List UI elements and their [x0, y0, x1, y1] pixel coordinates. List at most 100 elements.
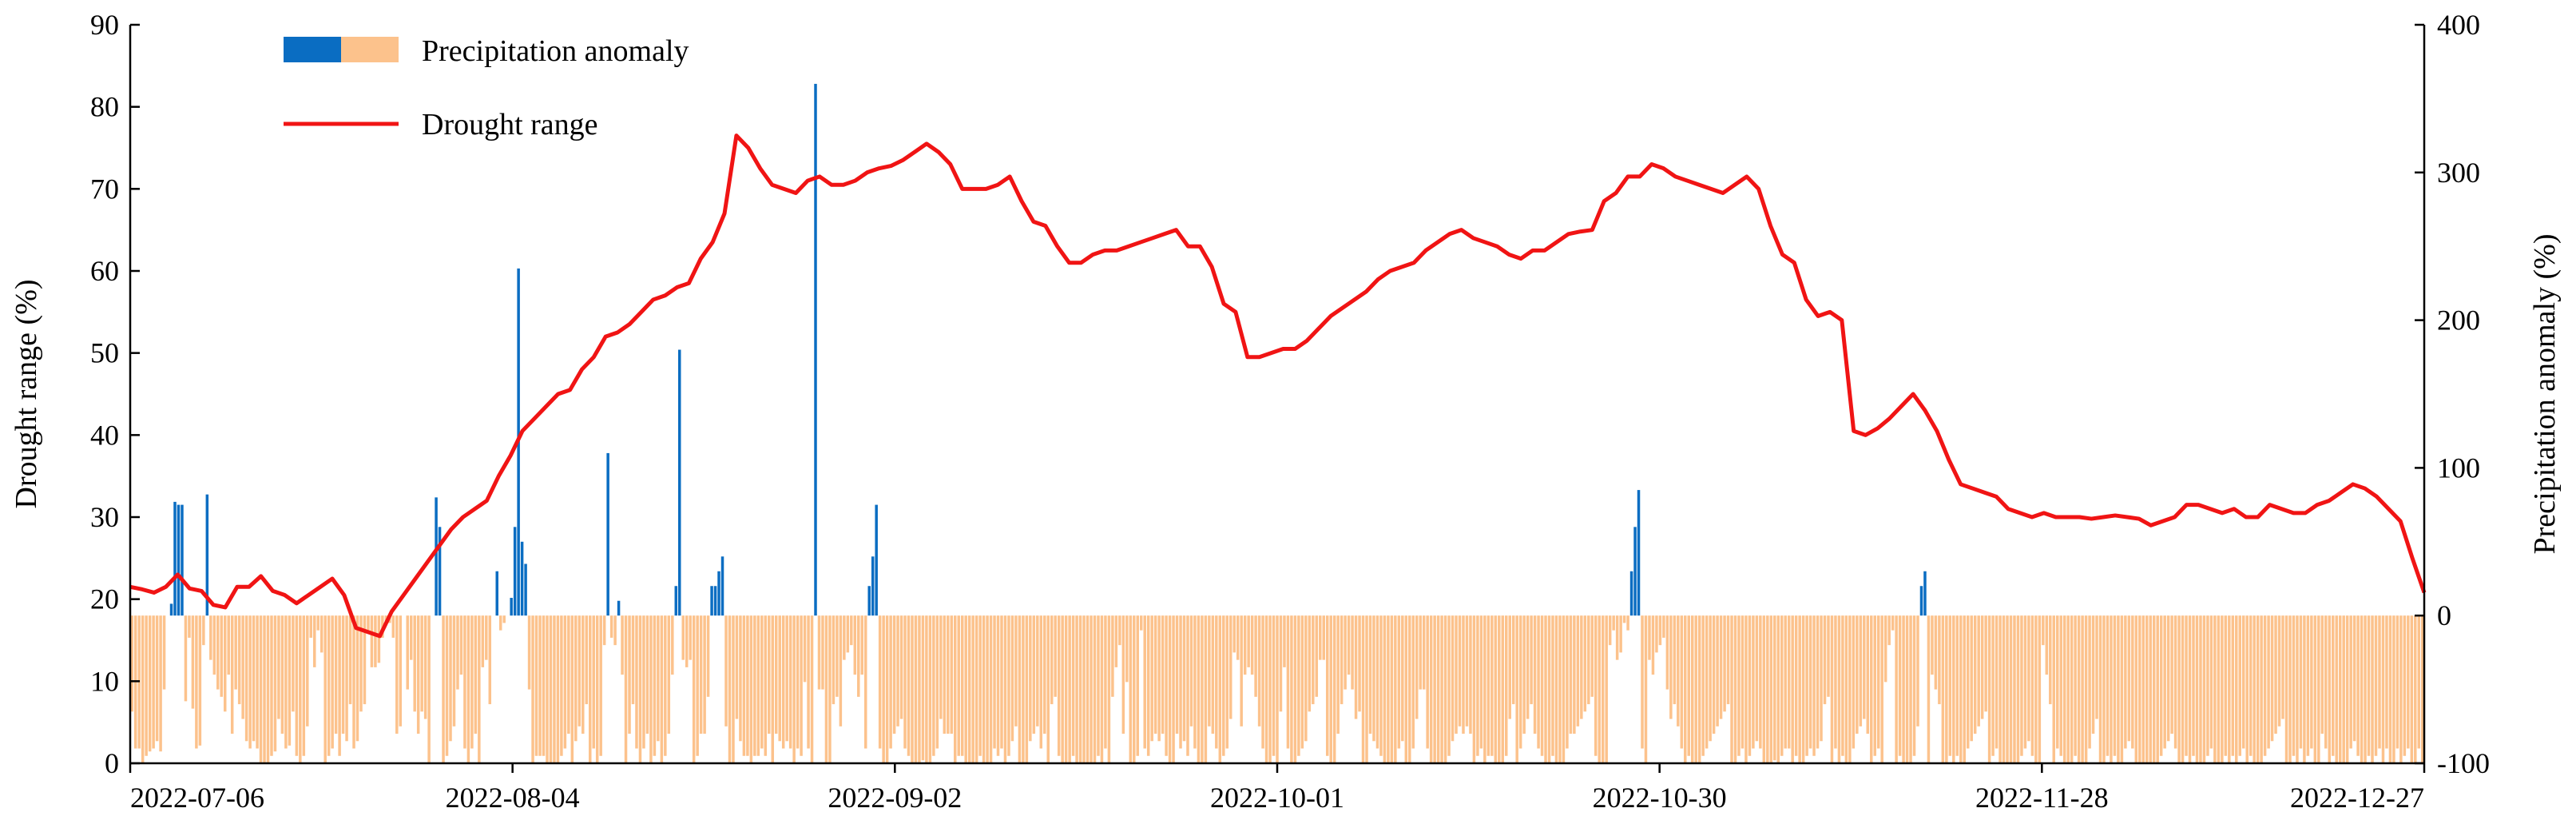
- precip-bar: [2249, 615, 2253, 756]
- precip-bar: [986, 615, 989, 763]
- precip-bar: [1551, 615, 1554, 756]
- precip-bar: [907, 615, 911, 756]
- precip-bar: [223, 615, 227, 712]
- precip-bar: [1701, 615, 1705, 756]
- precip-bar: [1959, 615, 1963, 763]
- precip-bar: [785, 615, 788, 742]
- precip-bar: [1078, 615, 1082, 763]
- precip-bar: [2059, 615, 2062, 756]
- legend-swatch-positive: [284, 37, 341, 62]
- precip-bar: [749, 615, 753, 763]
- precip-bar: [2284, 615, 2288, 763]
- precip-bar: [1261, 615, 1264, 749]
- precip-bar: [1841, 615, 1844, 756]
- precip-bar: [1740, 615, 1744, 749]
- precip-bar: [334, 615, 338, 734]
- precip-bar: [2403, 615, 2407, 756]
- precip-bar: [1931, 615, 1934, 675]
- precip-bar: [248, 615, 252, 749]
- precip-bar: [1100, 615, 1104, 763]
- precip-bar: [899, 615, 903, 719]
- precip-bar: [420, 615, 423, 712]
- precip-bar: [1315, 615, 1319, 697]
- precip-bar: [1883, 615, 1887, 683]
- precip-bar: [2260, 615, 2263, 763]
- left-tick-label: 50: [90, 337, 119, 369]
- precip-bar: [1694, 615, 1697, 763]
- precip-bar: [1104, 615, 1107, 749]
- precip-bar: [370, 615, 374, 667]
- precip-bar: [2110, 615, 2113, 763]
- precip-bar: [921, 615, 925, 761]
- precip-bar: [2299, 615, 2303, 749]
- precip-bar: [466, 615, 470, 763]
- precip-bar: [1544, 615, 1547, 763]
- precip-bar: [534, 615, 538, 756]
- precip-bar: [195, 615, 198, 749]
- precip-bar: [599, 615, 602, 756]
- precip-bar: [1211, 615, 1215, 734]
- precip-bar: [1022, 615, 1025, 763]
- precip-bar: [1905, 615, 1909, 763]
- right-axis-title: Precipitation anomaly (%): [2528, 234, 2562, 555]
- precip-bar: [989, 615, 993, 763]
- precip-bar: [438, 527, 442, 616]
- precip-bar: [1587, 615, 1590, 705]
- precip-bar: [689, 615, 692, 660]
- precip-bar: [928, 615, 932, 763]
- precip-bar: [320, 615, 323, 653]
- precip-bar: [1712, 615, 1716, 734]
- precip-bar: [1300, 615, 1304, 749]
- precip-bar: [141, 615, 145, 763]
- precip-bar: [843, 615, 846, 660]
- precip-bar: [2199, 615, 2202, 763]
- precip-bar: [1615, 615, 1619, 660]
- precip-bar: [2131, 615, 2134, 749]
- drought-range-line: [129, 133, 2427, 639]
- precip-bar: [2388, 615, 2392, 763]
- precip-bar: [2221, 615, 2224, 763]
- precip-bar: [1759, 615, 1762, 749]
- precip-bar: [2399, 615, 2403, 763]
- precip-bar: [1566, 615, 1569, 749]
- precip-bar: [2332, 615, 2335, 756]
- precip-bar: [911, 615, 914, 763]
- precip-bar: [263, 615, 266, 763]
- precip-bar: [1436, 615, 1440, 763]
- precip-bar: [546, 615, 549, 763]
- precip-bar: [1379, 615, 1383, 756]
- precip-bar: [481, 615, 485, 667]
- precip-bar: [288, 615, 292, 746]
- precip-bar: [299, 615, 302, 763]
- precip-bar: [1075, 615, 1078, 763]
- precip-bar: [578, 615, 581, 727]
- precip-bar: [1662, 615, 1665, 638]
- legend-swatch-negative: [341, 37, 399, 62]
- precip-bar: [1250, 615, 1254, 675]
- precip-bar: [839, 615, 843, 727]
- precip-bar: [1684, 615, 1687, 763]
- precip-bar: [774, 615, 778, 734]
- precip-bar: [1873, 615, 1876, 756]
- left-axis-title: Drought range (%): [10, 279, 43, 508]
- precip-bar: [2149, 615, 2152, 763]
- precip-bar: [1054, 615, 1057, 697]
- precip-bar: [2070, 615, 2074, 763]
- precip-bar: [950, 615, 954, 734]
- precip-bar: [1755, 615, 1759, 742]
- precip-bar: [867, 586, 871, 616]
- precip-bar: [1472, 615, 1476, 763]
- precip-bar: [1340, 615, 1344, 705]
- precip-bar: [556, 615, 560, 763]
- precip-bar: [660, 615, 664, 763]
- precip-bar: [1179, 615, 1182, 749]
- precip-bar: [1490, 615, 1494, 756]
- left-tick-label: 40: [90, 419, 119, 451]
- precip-bar: [1515, 615, 1518, 763]
- precip-bar: [667, 615, 671, 734]
- precip-bar: [1945, 615, 1948, 763]
- precip-bar: [1820, 615, 1823, 742]
- precip-bar: [1114, 615, 1118, 667]
- precip-bar: [2045, 615, 2049, 675]
- precip-bar: [2091, 615, 2095, 734]
